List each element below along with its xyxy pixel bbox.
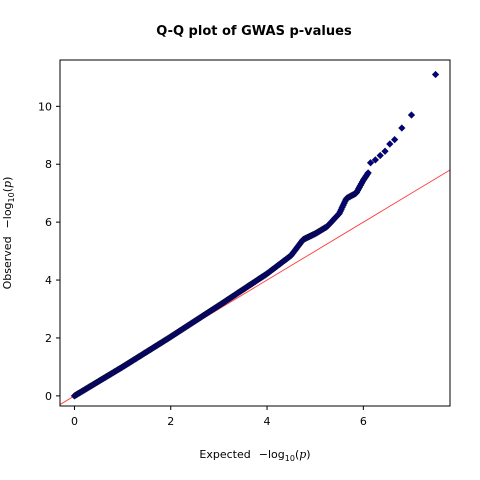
y-axis-label: Observed −log10(p) <box>1 177 16 290</box>
data-point <box>407 111 416 119</box>
y-tick-label: 0 <box>45 390 52 403</box>
x-tick-label: 4 <box>264 415 271 428</box>
y-axis-ticks: 0 2 4 6 8 10 <box>38 100 60 403</box>
y-axis-label-close-paren: ) <box>1 177 14 181</box>
data-point <box>398 124 406 132</box>
y-axis-label-subscript: 10 <box>7 192 16 202</box>
x-tick-label: 6 <box>360 415 367 428</box>
x-axis-label-variable: p <box>299 448 306 461</box>
data-point <box>381 147 389 155</box>
x-tick-label: 0 <box>71 415 78 428</box>
x-axis-ticks: 0 2 4 6 <box>71 406 367 428</box>
y-tick-label: 8 <box>45 158 52 171</box>
y-tick-label: 10 <box>38 100 52 113</box>
data-point <box>386 140 394 148</box>
y-axis-label-open-paren: ( <box>1 188 14 192</box>
y-tick-label: 2 <box>45 332 52 345</box>
data-point <box>364 169 372 177</box>
plot-frame <box>59 59 451 407</box>
x-axis-label-subscript: 10 <box>285 454 295 463</box>
x-axis-label: Expected −log10(p) <box>199 448 310 463</box>
points-layer <box>70 70 440 400</box>
x-axis-label-prefix: Expected <box>199 448 250 461</box>
y-tick-label: 4 <box>45 274 52 287</box>
data-point <box>391 135 399 144</box>
data-point <box>366 159 375 167</box>
x-axis-label-close-paren: ) <box>306 448 310 461</box>
x-axis-label-minus-log: −log <box>259 448 285 461</box>
y-tick-label: 6 <box>45 216 52 229</box>
data-point <box>376 151 384 160</box>
data-point <box>431 70 440 79</box>
x-axis-label-open-paren: ( <box>295 448 299 461</box>
chart-title: Q-Q plot of GWAS p-values <box>156 24 352 39</box>
y-axis-label-variable: p <box>1 181 14 188</box>
data-point <box>371 156 379 164</box>
x-tick-label: 2 <box>167 415 174 428</box>
y-axis-label-minus-log: −log <box>1 202 14 228</box>
y-axis-label-prefix: Observed <box>1 236 14 289</box>
